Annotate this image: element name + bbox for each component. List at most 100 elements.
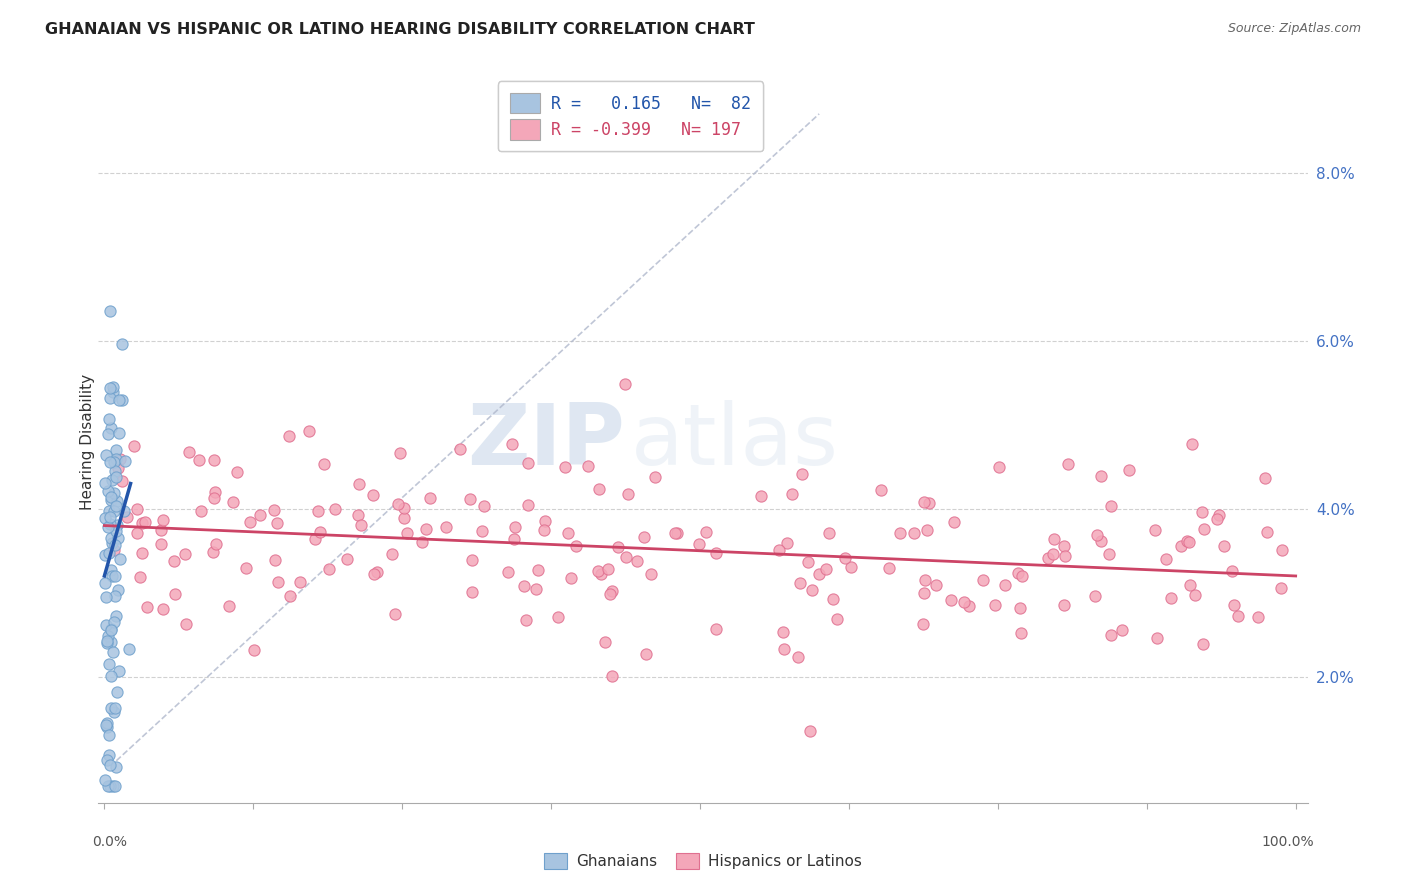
Point	[103, 486, 125, 500]
Point	[218, 599, 240, 613]
Text: GHANAIAN VS HISPANIC OR LATINO HEARING DISABILITY CORRELATION CHART: GHANAIAN VS HISPANIC OR LATINO HEARING D…	[45, 22, 755, 37]
Point	[149, 537, 172, 551]
Point	[97, 547, 120, 561]
Point	[100, 701, 122, 715]
Point	[1084, 589, 1107, 603]
Point	[249, 508, 271, 522]
Point	[527, 563, 550, 577]
Point	[101, 474, 124, 488]
Point	[307, 504, 329, 518]
Point	[1254, 471, 1277, 485]
Point	[179, 445, 201, 459]
Point	[801, 582, 824, 597]
Point	[1010, 601, 1032, 615]
Point	[96, 720, 118, 734]
Point	[103, 705, 125, 719]
Point	[602, 584, 624, 599]
Point	[112, 504, 135, 518]
Point	[98, 516, 121, 531]
Point	[105, 518, 128, 533]
Point	[599, 587, 621, 601]
Point	[384, 607, 406, 622]
Point	[97, 728, 120, 742]
Point	[501, 437, 523, 451]
Point	[387, 497, 409, 511]
Point	[97, 484, 120, 499]
Point	[108, 425, 131, 440]
Point	[534, 514, 557, 528]
Point	[381, 547, 404, 561]
Point	[613, 376, 636, 391]
Point	[591, 567, 613, 582]
Point	[107, 531, 129, 545]
Point	[704, 546, 727, 560]
Point	[104, 701, 127, 715]
Point	[461, 553, 484, 567]
Point	[1256, 525, 1278, 540]
Point	[470, 524, 492, 538]
Point	[366, 565, 388, 579]
Point	[419, 491, 441, 505]
Point	[103, 504, 125, 518]
Point	[1053, 540, 1076, 554]
Point	[103, 543, 125, 558]
Point	[957, 599, 980, 613]
Point	[1175, 534, 1198, 549]
Point	[288, 574, 311, 589]
Point	[1178, 535, 1201, 549]
Point	[263, 553, 285, 567]
Point	[115, 509, 138, 524]
Text: Source: ZipAtlas.com: Source: ZipAtlas.com	[1227, 22, 1361, 36]
Point	[128, 570, 150, 584]
Point	[96, 753, 118, 767]
Point	[1053, 549, 1076, 563]
Point	[512, 579, 534, 593]
Text: 0.0%: 0.0%	[93, 835, 128, 849]
Point	[104, 609, 127, 624]
Point	[1191, 505, 1213, 519]
Point	[1042, 547, 1064, 561]
Point	[1160, 591, 1182, 606]
Point	[994, 578, 1017, 592]
Point	[98, 779, 121, 793]
Point	[347, 508, 370, 523]
Point	[190, 504, 212, 518]
Point	[100, 623, 122, 637]
Point	[104, 538, 127, 552]
Point	[1208, 508, 1230, 523]
Point	[124, 439, 146, 453]
Point	[461, 585, 484, 599]
Point	[239, 516, 262, 530]
Point	[98, 303, 121, 318]
Point	[221, 495, 243, 509]
Point	[136, 600, 159, 615]
Point	[118, 641, 141, 656]
Point	[94, 510, 117, 524]
Point	[96, 635, 118, 649]
Point	[554, 459, 576, 474]
Point	[704, 623, 727, 637]
Point	[972, 574, 994, 588]
Point	[104, 779, 127, 793]
Point	[560, 571, 582, 585]
Point	[107, 582, 129, 597]
Point	[93, 548, 115, 562]
Point	[1099, 499, 1122, 513]
Point	[1085, 528, 1108, 542]
Point	[131, 516, 153, 531]
Point	[103, 779, 125, 793]
Point	[267, 575, 290, 590]
Point	[96, 634, 118, 648]
Point	[104, 569, 127, 583]
Point	[104, 464, 127, 478]
Point	[278, 589, 301, 603]
Point	[749, 489, 772, 503]
Point	[942, 515, 965, 529]
Point	[100, 563, 122, 577]
Point	[664, 525, 686, 540]
Legend: Ghanaians, Hispanics or Latinos: Ghanaians, Hispanics or Latinos	[538, 847, 868, 875]
Point	[634, 647, 657, 661]
Point	[98, 381, 121, 395]
Point	[517, 499, 540, 513]
Point	[834, 550, 856, 565]
